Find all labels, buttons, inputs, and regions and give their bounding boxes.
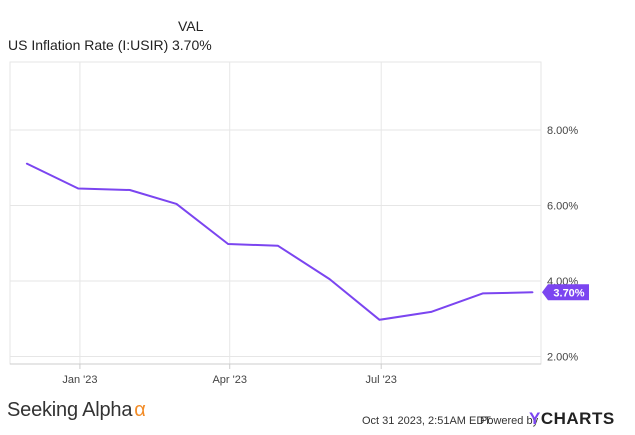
chart-series	[25, 162, 534, 321]
ycharts-wordmark: CHARTS	[540, 409, 615, 428]
y-tick-label: 6.00%	[547, 200, 578, 212]
data-point	[430, 311, 432, 313]
legend-series-value: 3.70%	[172, 37, 212, 53]
x-tick-label: Jul '23	[365, 374, 396, 386]
data-point	[129, 189, 131, 191]
end-value-label: 3.70%	[553, 287, 584, 299]
chart-labels: 2.00%4.00%6.00%8.00%Jan '23 Apr '23 Jul '2…	[62, 125, 589, 386]
chart-axes	[10, 363, 541, 369]
ycharts-logo[interactable]: YCHARTS	[529, 409, 615, 429]
plot-frame	[9, 61, 542, 365]
data-point	[481, 292, 484, 295]
ycharts-y-mark: Y	[529, 409, 541, 428]
brand-name: Seeking Alpha	[7, 399, 133, 421]
y-tick-label: 2.00%	[547, 351, 578, 363]
chart-grid	[9, 61, 542, 365]
timestamp: Oct 31 2023, 2:51AM EDT.	[362, 415, 493, 427]
y-tick-label: 8.00%	[547, 125, 578, 137]
legend: VAL US Inflation Rate (I:USIR) 3.70%	[0, 0, 635, 60]
data-point	[25, 162, 28, 165]
powered-by-label: Powered by	[480, 415, 539, 427]
x-tick-label: Apr '23	[212, 374, 247, 386]
data-point	[77, 187, 80, 190]
data-point	[277, 245, 279, 247]
legend-series-name[interactable]: US Inflation Rate (I:USIR)	[8, 37, 169, 53]
end-value-badge	[542, 284, 589, 301]
legend-column-header: VAL	[178, 18, 204, 34]
data-point	[175, 203, 178, 205]
x-tick-label: Jan '23	[62, 374, 97, 386]
alpha-icon: α	[134, 399, 146, 421]
data-point	[378, 319, 381, 321]
data-point	[531, 291, 534, 294]
series-line	[26, 162, 533, 321]
data-point	[227, 243, 229, 245]
seeking-alpha-logo: Seeking Alpha α	[7, 399, 146, 422]
data-point	[328, 278, 331, 280]
